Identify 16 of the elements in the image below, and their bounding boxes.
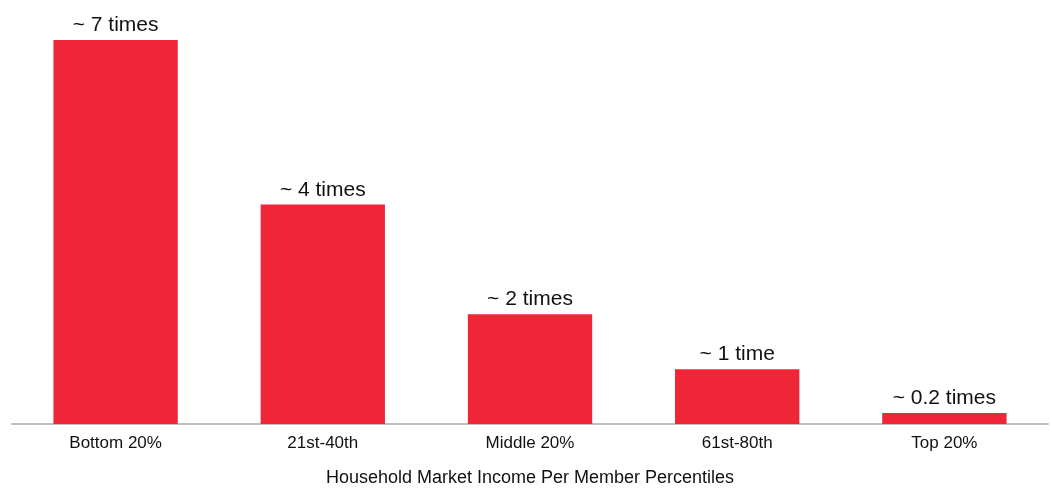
x-tick-label: 61st-80th [701, 433, 773, 452]
bar [260, 204, 385, 424]
data-label: ~ 0.2 times [892, 385, 997, 409]
x-tick-label: Top 20% [911, 433, 978, 452]
x-axis-title: Household Market Income Per Member Percentiles [325, 467, 735, 487]
bar [467, 314, 593, 424]
bar [882, 413, 1007, 424]
bar [53, 40, 178, 424]
data-label: ~ 4 times [279, 176, 366, 200]
x-tick-label: Middle 20% [485, 433, 575, 452]
x-tick-label: Bottom 20% [69, 433, 162, 452]
data-label: ~ 2 times [487, 286, 573, 310]
data-label: ~ 1 time [699, 341, 775, 365]
x-tick-label: 21st-40th [287, 433, 359, 452]
data-label: ~ 7 times [72, 12, 159, 35]
bar [675, 369, 800, 424]
